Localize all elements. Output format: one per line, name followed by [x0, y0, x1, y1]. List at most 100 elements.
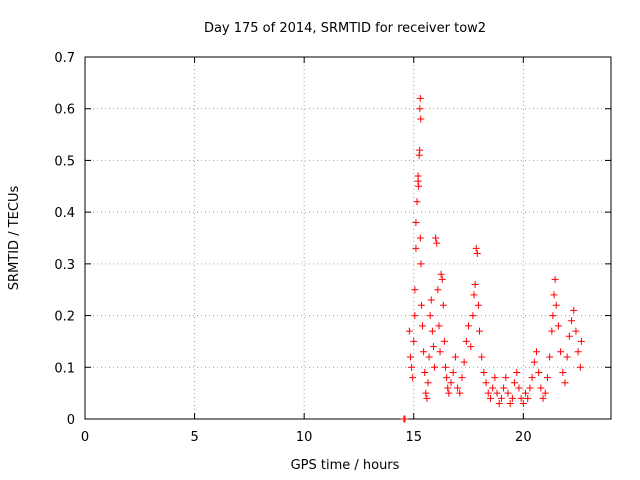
data-point [427, 296, 435, 304]
plot-area-frame [84, 56, 612, 420]
y-tick-label: 0.4 [54, 206, 75, 221]
data-point [417, 115, 425, 123]
x-tick-label: 20 [515, 430, 532, 445]
y-tick-label: 0.3 [54, 258, 75, 273]
data-point [541, 389, 549, 397]
data-point [411, 312, 419, 320]
data-points [400, 94, 585, 423]
data-point [543, 374, 551, 382]
data-point [406, 353, 414, 361]
data-point [462, 337, 470, 345]
data-point [416, 234, 424, 242]
data-point [554, 322, 562, 330]
x-tick-label: 10 [296, 430, 313, 445]
data-point [572, 327, 580, 335]
data-point [522, 389, 530, 397]
data-point [493, 389, 501, 397]
data-point [467, 343, 475, 351]
data-point [548, 327, 556, 335]
data-point [458, 374, 466, 382]
data-point [447, 379, 455, 387]
data-point [411, 286, 419, 294]
data-point [549, 312, 557, 320]
data-point [537, 384, 545, 392]
x-tick-label: 0 [81, 430, 89, 445]
data-point [444, 384, 452, 392]
data-point [535, 368, 543, 376]
data-point [478, 353, 486, 361]
data-point [469, 312, 477, 320]
data-point [550, 291, 558, 299]
data-point [428, 327, 436, 335]
data-point [552, 301, 560, 309]
data-point [482, 379, 490, 387]
data-point [423, 394, 431, 402]
data-point [539, 394, 547, 402]
data-point [401, 415, 409, 423]
y-axis-label: SRMTID / TECUs [7, 186, 22, 291]
data-point [473, 250, 481, 258]
data-point [504, 389, 512, 397]
data-point [417, 260, 425, 268]
data-point [476, 327, 483, 335]
data-point [524, 394, 532, 402]
data-point [460, 358, 468, 366]
data-point [574, 348, 582, 356]
y-tick-label: 0.5 [54, 154, 75, 169]
data-point [445, 389, 453, 397]
data-point [416, 105, 424, 113]
data-point [412, 218, 420, 226]
x-axis-label: GPS time / hours [291, 458, 400, 473]
data-point [486, 394, 494, 402]
data-point [456, 389, 464, 397]
data-point [438, 275, 446, 283]
data-point [429, 343, 437, 351]
data-point [480, 368, 488, 376]
data-point [506, 399, 514, 407]
data-point [568, 317, 576, 325]
y-tick-label: 0.2 [54, 310, 75, 325]
data-point [422, 389, 430, 397]
data-point [424, 379, 432, 387]
data-point [577, 337, 585, 345]
data-point [526, 384, 534, 392]
data-point [439, 301, 447, 309]
data-point [435, 322, 443, 330]
data-point [502, 374, 510, 382]
data-point [500, 384, 508, 392]
data-point [484, 389, 492, 397]
data-point [472, 244, 480, 252]
data-point [508, 394, 516, 402]
y-tick-label: 0.7 [54, 51, 75, 66]
data-point [417, 301, 425, 309]
x-axis-tick-labels: 0 5 10 15 20 [81, 430, 532, 445]
data-point [413, 198, 421, 206]
data-point [495, 399, 503, 407]
data-point [565, 332, 573, 340]
data-point [546, 353, 554, 361]
data-point [557, 348, 565, 356]
y-tick-label: 0.6 [54, 103, 75, 118]
data-point [576, 363, 584, 371]
y-tick-label: 0 [67, 413, 75, 428]
data-point [414, 172, 422, 180]
data-point [491, 374, 499, 382]
data-point [412, 244, 420, 252]
data-point [471, 281, 479, 289]
data-point [465, 322, 473, 330]
data-point [570, 306, 578, 314]
data-point [551, 275, 559, 283]
data-point [442, 363, 450, 371]
data-point [416, 146, 424, 154]
data-point [433, 239, 441, 247]
data-point [513, 368, 521, 376]
y-tick-label: 0.1 [54, 361, 75, 376]
data-point [409, 374, 417, 382]
data-point [530, 358, 538, 366]
gridlines [85, 57, 611, 419]
data-point [497, 394, 505, 402]
axis-ticks [84, 56, 611, 420]
data-point [532, 348, 540, 356]
data-point [451, 353, 459, 361]
